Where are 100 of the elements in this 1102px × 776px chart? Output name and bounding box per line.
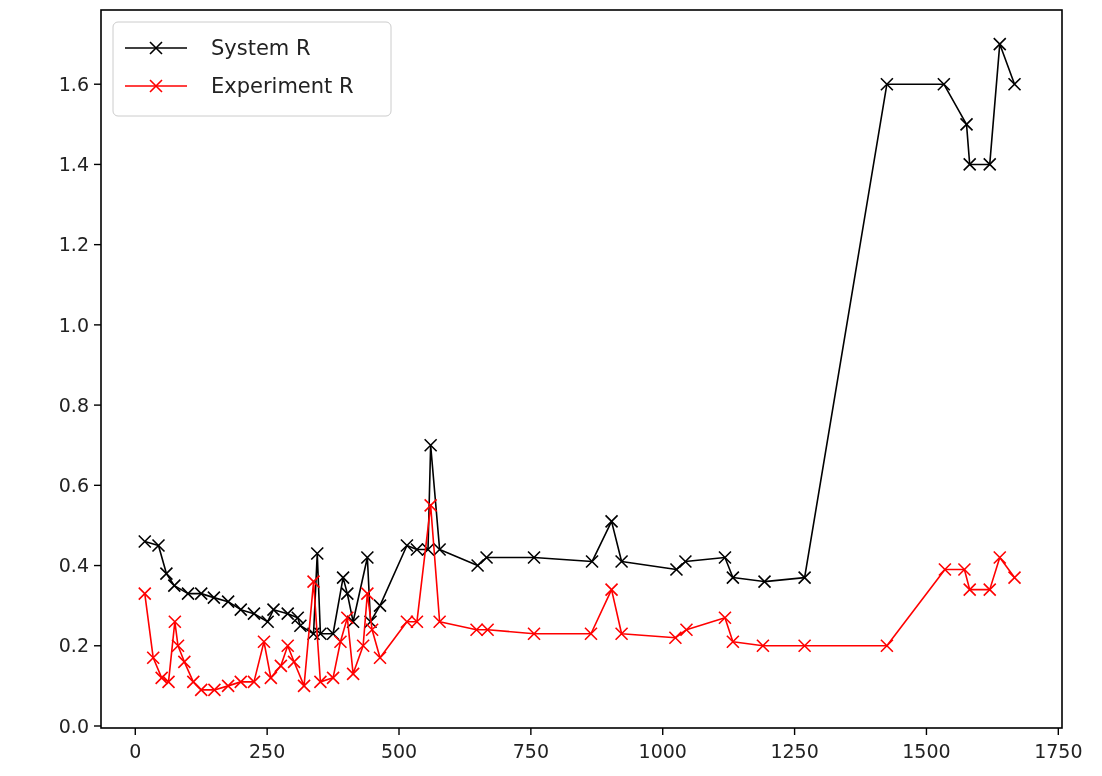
point [233, 602, 248, 617]
point [151, 538, 166, 553]
point [336, 570, 350, 585]
x-tick-label: 250 [249, 740, 286, 762]
point [669, 562, 684, 577]
point [326, 671, 340, 685]
point [373, 651, 387, 665]
point [614, 626, 629, 641]
point [280, 638, 295, 653]
point [247, 606, 261, 621]
point [159, 566, 174, 581]
point [290, 610, 305, 625]
x-tick-label: 1500 [902, 740, 951, 762]
point [718, 550, 732, 565]
point [797, 570, 812, 585]
point [186, 675, 201, 689]
point [962, 157, 977, 172]
x-tick-label: 500 [380, 740, 418, 762]
point [679, 622, 694, 637]
point [167, 578, 182, 593]
point [479, 550, 494, 565]
point [373, 598, 387, 613]
point [297, 679, 311, 693]
x-tick-label: 1250 [770, 740, 819, 762]
x-tick-label: 1000 [638, 740, 687, 762]
point [257, 634, 271, 649]
point [360, 550, 375, 565]
point [726, 634, 740, 649]
point [340, 586, 355, 601]
point [221, 679, 235, 693]
point [356, 638, 370, 653]
point [604, 514, 619, 529]
y-tick-label: 1.2 [58, 233, 89, 256]
point [161, 675, 176, 689]
point [992, 550, 1007, 565]
point [264, 671, 278, 685]
point [757, 574, 772, 589]
legend-label: System R [211, 36, 311, 61]
x-tick-label: 1750 [1034, 740, 1083, 762]
point [668, 630, 683, 645]
point [423, 498, 438, 513]
point [604, 582, 619, 597]
point [168, 614, 182, 629]
point [146, 651, 161, 665]
point [260, 614, 275, 629]
y-tick-label: 0.6 [58, 473, 89, 496]
point [584, 626, 598, 641]
y-tick-label: 1.4 [58, 153, 89, 176]
point [432, 614, 447, 629]
point [221, 594, 235, 609]
point [365, 622, 379, 637]
point [527, 550, 541, 565]
point [274, 659, 288, 673]
point [287, 655, 301, 669]
point [982, 582, 997, 597]
point [280, 606, 295, 621]
point [423, 438, 438, 453]
point [678, 554, 693, 569]
point [333, 634, 348, 649]
point [266, 602, 281, 617]
point [470, 558, 485, 573]
point [982, 157, 997, 172]
point [137, 586, 152, 601]
point [797, 638, 812, 653]
point [340, 610, 355, 625]
point [1007, 77, 1022, 92]
legend-label: Experiment R [211, 74, 354, 99]
point [400, 538, 414, 553]
point [306, 626, 321, 641]
point [360, 586, 375, 601]
y-tick-label: 1.6 [58, 72, 89, 95]
y-tick-label: 0.2 [58, 634, 89, 657]
x-tick-label: 750 [512, 740, 549, 762]
point [346, 667, 360, 681]
point [614, 554, 629, 569]
point [726, 570, 740, 585]
point [957, 562, 972, 577]
point [313, 675, 328, 689]
point [718, 610, 732, 625]
y-tick-label: 0.8 [58, 393, 89, 416]
point [585, 554, 599, 569]
point [363, 614, 378, 629]
point [207, 590, 221, 605]
point [137, 534, 152, 549]
point [880, 77, 894, 92]
point [959, 117, 974, 132]
point [293, 618, 308, 633]
x-tick-label: 0 [129, 740, 142, 762]
point [171, 638, 185, 653]
point [306, 574, 321, 589]
point [880, 638, 894, 653]
point [756, 638, 770, 653]
y-tick-label: 0.4 [58, 554, 89, 577]
point [177, 655, 192, 669]
point [154, 671, 169, 685]
point [962, 582, 977, 597]
point [346, 614, 360, 629]
point [1007, 570, 1022, 585]
point [310, 546, 325, 561]
point [992, 37, 1007, 51]
